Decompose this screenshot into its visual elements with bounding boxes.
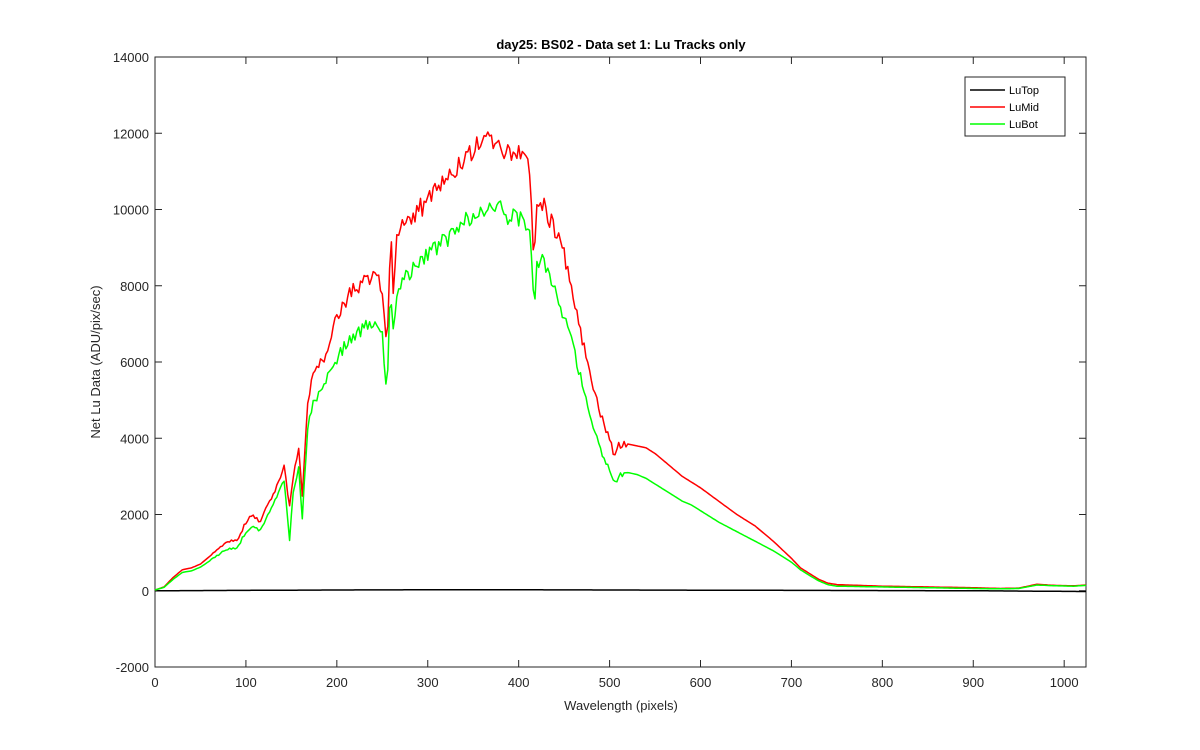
- series-line-lutop: [154, 589, 1086, 593]
- legend-label-lubot: LuBot: [1009, 119, 1038, 131]
- y-tick-label: 6000: [120, 355, 149, 370]
- plot-area: 0 100 200 300 400 500 600 700 800 900 1000-2000020…: [113, 50, 1087, 690]
- x-tick-label: 900: [962, 675, 984, 690]
- series-line-lumid: [154, 131, 1087, 591]
- y-tick-label: 4000: [120, 431, 149, 446]
- x-tick-label: 0: [151, 675, 158, 690]
- legend-label-lutop: LuTop: [1009, 85, 1039, 97]
- y-tick-label: 2000: [120, 508, 149, 523]
- x-tick-label: 400: [508, 675, 530, 690]
- x-axis-label: Wavelength (pixels): [564, 698, 678, 713]
- x-tick-label: 100: [235, 675, 257, 690]
- x-tick-label: 600: [690, 675, 712, 690]
- chart-title: day25: BS02 - Data set 1: Lu Tracks only: [496, 37, 746, 52]
- y-tick-label: 14000: [113, 50, 149, 65]
- y-axis-label: Net Lu Data (ADU/pix/sec): [88, 285, 103, 438]
- legend: LuTop LuMid LuBot: [964, 76, 1066, 137]
- y-tick-label: 8000: [120, 279, 149, 294]
- series-line-lubot: [154, 200, 1087, 591]
- x-tick-label: 1000: [1050, 675, 1079, 690]
- legend-label-lumid: LuMid: [1009, 102, 1039, 114]
- x-tick-label: 200: [326, 675, 348, 690]
- x-tick-label: 800: [871, 675, 893, 690]
- y-tick-label: -2000: [116, 660, 149, 675]
- x-tick-label: 300: [417, 675, 439, 690]
- y-tick-label: 12000: [113, 126, 149, 141]
- x-tick-label: 500: [599, 675, 621, 690]
- y-tick-label: 10000: [113, 203, 149, 218]
- x-tick-label: 700: [781, 675, 803, 690]
- y-tick-label: 0: [142, 584, 149, 599]
